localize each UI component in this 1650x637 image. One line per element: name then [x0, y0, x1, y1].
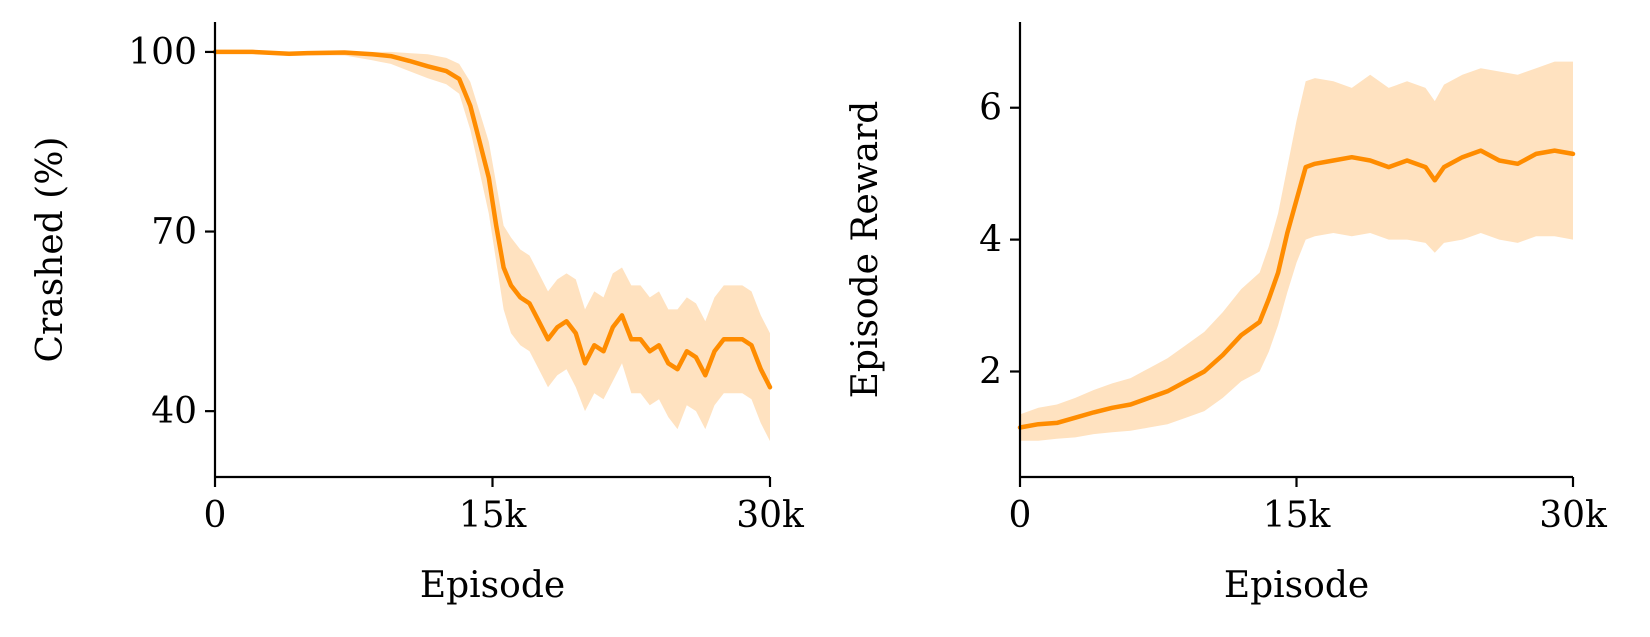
x-tick-label: 30k: [736, 495, 805, 536]
x-tick-label: 30k: [1539, 495, 1608, 536]
x-tick-label: 0: [1009, 495, 1032, 536]
x-tick-label: 0: [204, 495, 227, 536]
x-axis-title: Episode: [420, 565, 565, 606]
confidence-band: [1020, 61, 1573, 441]
x-axis-title: Episode: [1224, 565, 1369, 606]
reward-chart: 0 15k 30k 2 4 6 Episode Episode Reward: [845, 22, 1608, 606]
y-axis-title: Crashed (%): [30, 137, 71, 363]
y-tick-label: 4: [979, 220, 1002, 261]
confidence-band: [215, 51, 770, 442]
series-line: [1017, 148, 1576, 430]
y-axis-title: Episode Reward: [845, 101, 886, 399]
y-tick-label: 2: [979, 351, 1002, 392]
y-tick-label: 6: [979, 88, 1002, 129]
y-tick-label: 100: [128, 32, 197, 73]
y-tick-label: 40: [151, 391, 197, 432]
y-tick-label: 70: [151, 212, 197, 253]
x-tick-label: 15k: [459, 495, 528, 536]
x-tick-label: 15k: [1263, 495, 1332, 536]
series-line: [212, 49, 773, 390]
crashed-chart: 0 15k 30k 40 70 100 Episode Crashed (%): [30, 22, 805, 606]
